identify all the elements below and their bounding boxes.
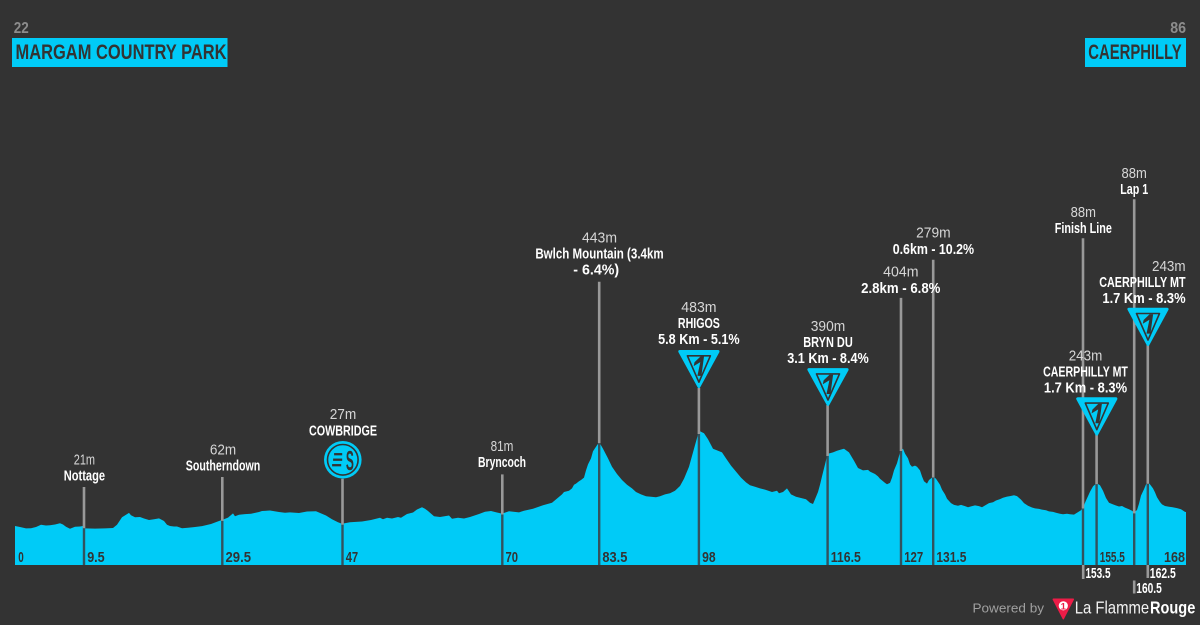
svg-text:La Flamme: La Flamme — [1075, 598, 1150, 618]
svg-text:160.5: 160.5 — [1136, 581, 1162, 597]
svg-text:279m: 279m — [916, 226, 951, 242]
svg-text:483m: 483m — [681, 300, 716, 316]
svg-text:404m: 404m — [883, 265, 918, 281]
svg-text:62m: 62m — [210, 442, 236, 458]
svg-text:116.5: 116.5 — [831, 550, 861, 566]
svg-text:Bryncoch: Bryncoch — [478, 455, 526, 471]
svg-text:47: 47 — [346, 550, 359, 566]
svg-text:243m: 243m — [1152, 259, 1186, 275]
svg-text:Rouge: Rouge — [1150, 598, 1196, 618]
svg-text:Southerndown: Southerndown — [186, 459, 261, 475]
svg-text:- 6.4%): - 6.4%) — [573, 263, 619, 279]
svg-text:Bwlch Mountain (3.4km: Bwlch Mountain (3.4km — [535, 247, 663, 263]
svg-text:153.5: 153.5 — [1086, 566, 1111, 582]
svg-text:3.1 Km - 8.4%: 3.1 Km - 8.4% — [787, 351, 869, 367]
svg-text:1.7 Km - 8.3%: 1.7 Km - 8.3% — [1044, 381, 1127, 397]
svg-text:0: 0 — [18, 550, 24, 566]
svg-text:21m: 21m — [74, 452, 95, 468]
svg-text:Finish Line: Finish Line — [1055, 221, 1112, 237]
svg-text:0.6km - 10.2%: 0.6km - 10.2% — [893, 242, 974, 258]
svg-text:443m: 443m — [582, 231, 617, 247]
svg-text:COWBRIDGE: COWBRIDGE — [309, 423, 377, 439]
svg-text:98: 98 — [702, 550, 716, 566]
svg-text:127: 127 — [904, 550, 923, 566]
svg-text:S: S — [346, 445, 354, 476]
svg-text:29.5: 29.5 — [226, 550, 252, 566]
svg-text:88m: 88m — [1071, 205, 1096, 221]
svg-text:BRYN DU: BRYN DU — [803, 335, 853, 351]
svg-text:CAERPHILLY: CAERPHILLY — [1088, 40, 1181, 64]
svg-text:155.5: 155.5 — [1100, 550, 1125, 566]
svg-text:RHIGOS: RHIGOS — [678, 316, 720, 332]
svg-text:1: 1 — [1061, 601, 1067, 612]
svg-text:9.5: 9.5 — [87, 550, 105, 566]
svg-text:CAERPHILLY MT: CAERPHILLY MT — [1043, 365, 1128, 381]
svg-text:390m: 390m — [811, 319, 846, 335]
svg-text:Nottage: Nottage — [64, 468, 105, 484]
svg-text:70: 70 — [506, 550, 519, 566]
svg-text:83.5: 83.5 — [602, 550, 627, 566]
svg-text:1.7 Km - 8.3%: 1.7 Km - 8.3% — [1102, 291, 1185, 307]
svg-text:81m: 81m — [491, 439, 514, 455]
svg-text:168: 168 — [1164, 550, 1185, 566]
svg-text:Powered by: Powered by — [973, 601, 1045, 616]
svg-text:22: 22 — [14, 20, 29, 37]
svg-text:5.8 Km - 5.1%: 5.8 Km - 5.1% — [658, 332, 740, 348]
svg-text:88m: 88m — [1122, 166, 1147, 182]
svg-text:MARGAM COUNTRY PARK: MARGAM COUNTRY PARK — [16, 40, 227, 64]
svg-text:243m: 243m — [1069, 348, 1103, 364]
svg-text:27m: 27m — [330, 407, 357, 423]
svg-text:162.5: 162.5 — [1150, 566, 1176, 582]
svg-text:131.5: 131.5 — [936, 550, 966, 566]
svg-text:CAERPHILLY MT: CAERPHILLY MT — [1099, 275, 1186, 291]
svg-text:86: 86 — [1170, 20, 1186, 37]
svg-text:Lap 1: Lap 1 — [1120, 182, 1148, 198]
svg-text:2.8km - 6.8%: 2.8km - 6.8% — [861, 281, 940, 297]
